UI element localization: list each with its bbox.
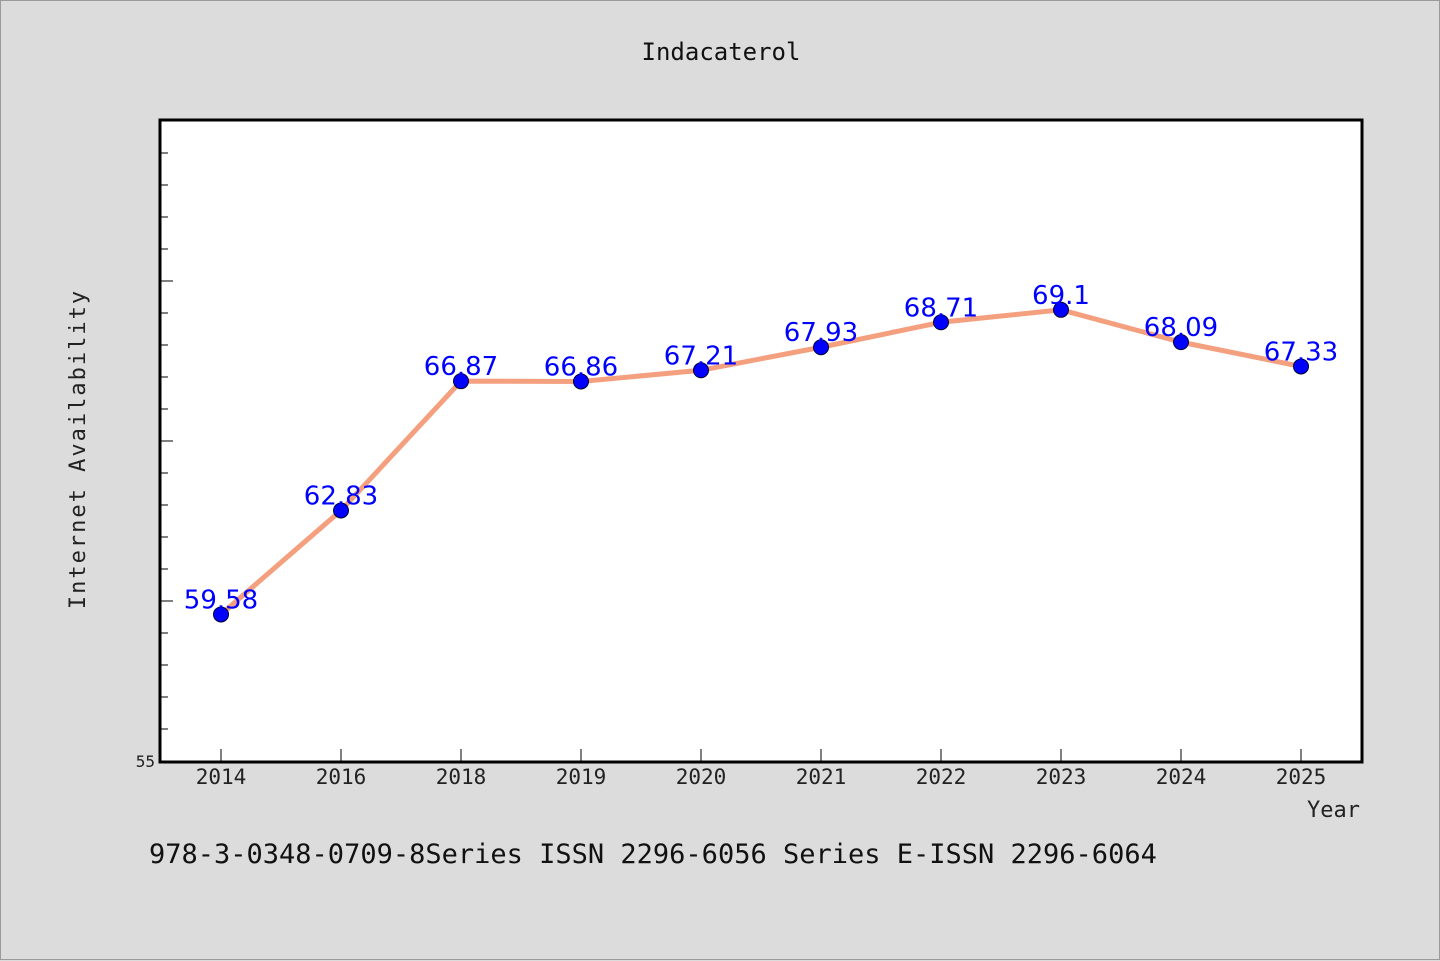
data-point (573, 373, 589, 390)
data-label: 59.58 (184, 585, 258, 615)
x-tick-label: 2025 (1276, 765, 1327, 789)
y-axis-ticks: 55 (136, 152, 173, 771)
data-label: 67.93 (784, 318, 858, 348)
data-point (453, 373, 469, 390)
data-point (213, 606, 229, 623)
data-label: 69.1 (1032, 281, 1090, 311)
data-point (693, 362, 709, 379)
series-line (219, 307, 1302, 617)
footer-isbn-text: 978-3-0348-0709-8Series ISSN 2296-6056 S… (149, 839, 1157, 870)
data-label: 67.21 (664, 341, 738, 371)
x-axis-ticks: 2014 2016 2018 2019 2020 2021 2022 2023 2024 2025 (196, 749, 1327, 789)
data-point (933, 314, 949, 331)
y-axis-label: Internet Availability (66, 289, 91, 609)
plot-area (158, 118, 1364, 764)
x-tick-label: 2014 (196, 765, 247, 789)
data-label: 67.33 (1264, 337, 1338, 367)
x-tick-label: 2020 (676, 765, 727, 789)
x-tick-label: 2018 (436, 765, 487, 789)
data-label: 66.86 (544, 352, 618, 382)
data-point (333, 502, 349, 519)
data-label: 68.71 (904, 293, 978, 323)
x-tick-label: 2021 (796, 765, 847, 789)
x-tick-label: 2023 (1036, 765, 1087, 789)
data-point (1173, 334, 1189, 351)
data-point (1053, 301, 1069, 318)
chart-title: Indacaterol (642, 38, 801, 66)
x-tick-label: 2019 (556, 765, 607, 789)
y-tick-label: 55 (136, 752, 155, 771)
x-tick-label: 2024 (1156, 765, 1207, 789)
x-axis-label: Year (1307, 798, 1360, 823)
data-label: 66.87 (424, 352, 498, 382)
x-tick-label: 2022 (916, 765, 967, 789)
data-markers (213, 301, 1309, 623)
data-labels: 59.58 62.83 66.87 66.86 67.21 67.93 68.71 69.1 6… (184, 281, 1338, 616)
data-label: 62.83 (304, 481, 378, 511)
x-tick-label: 2016 (316, 765, 367, 789)
data-point (813, 339, 829, 356)
data-point (1293, 358, 1309, 375)
data-label: 68.09 (1144, 313, 1218, 343)
